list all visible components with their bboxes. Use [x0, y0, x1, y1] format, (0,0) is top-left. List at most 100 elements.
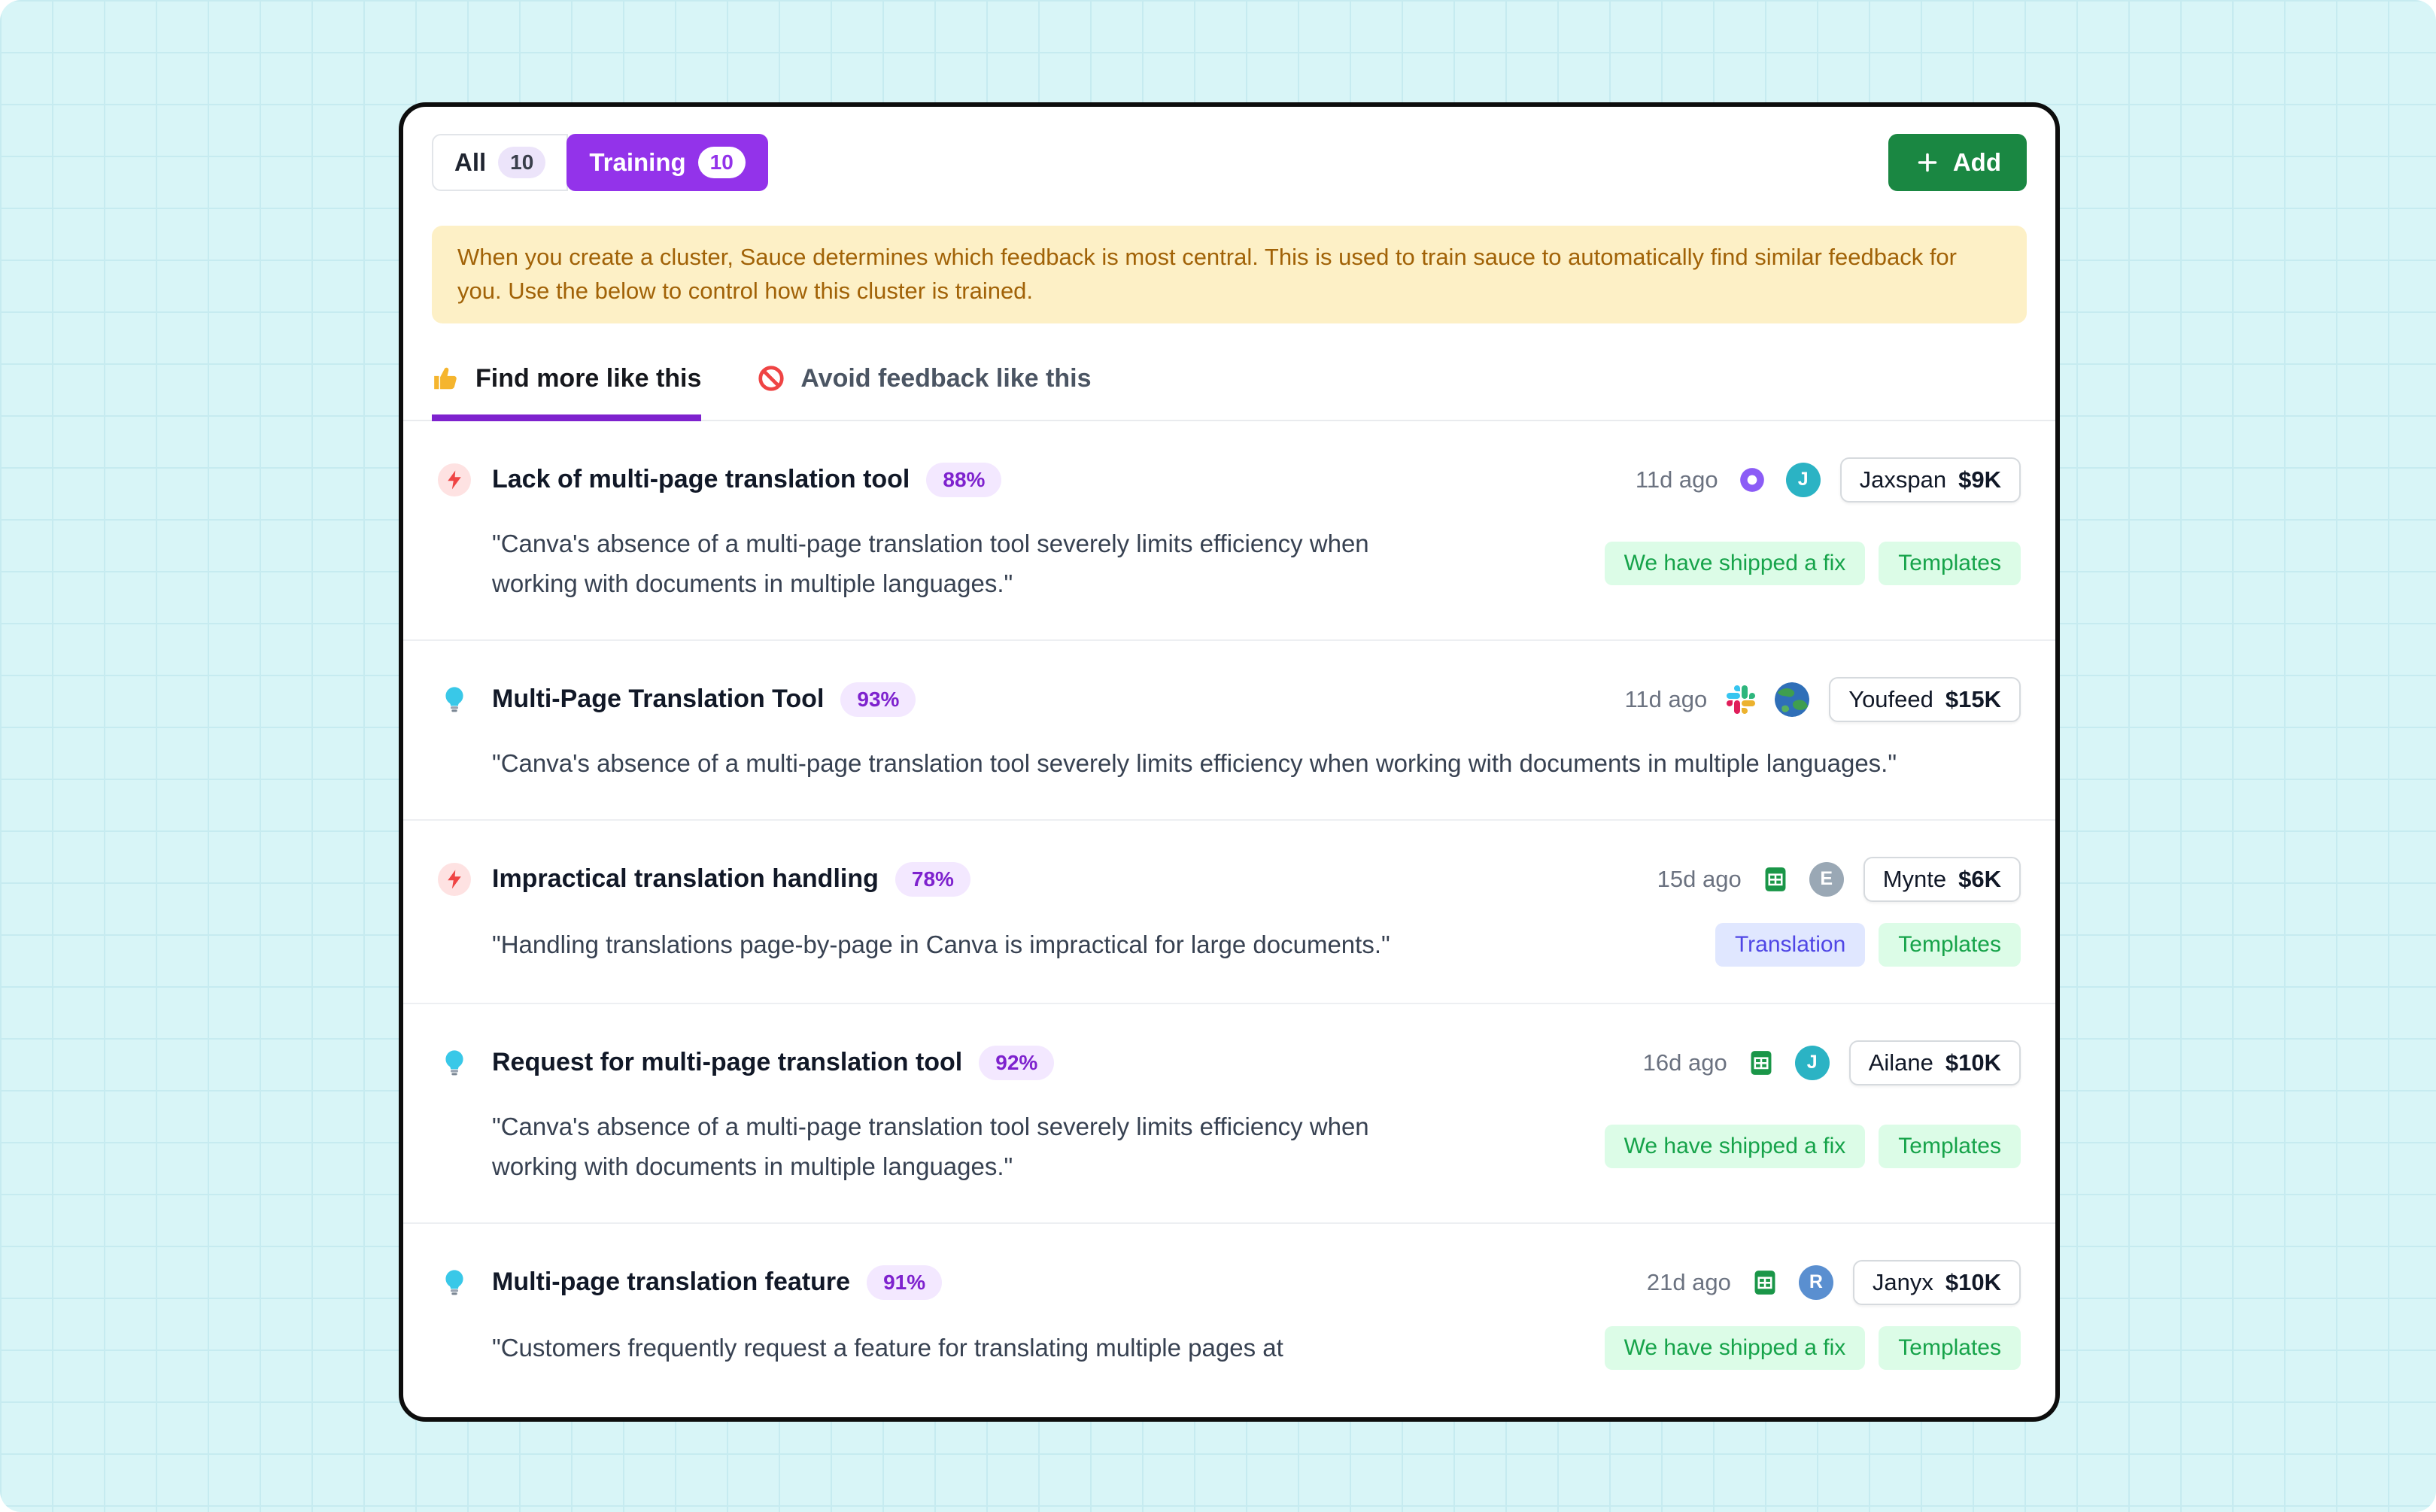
- tag[interactable]: Templates: [1879, 1124, 2021, 1168]
- company-name: Janyx: [1872, 1268, 1933, 1295]
- feedback-quote: "Customers frequently request a feature …: [492, 1334, 1283, 1362]
- panel-header: All 10 Training 10 Add: [403, 107, 2055, 191]
- feedback-row[interactable]: Lack of multi-page translation tool 88% …: [403, 421, 2055, 639]
- match-percent-badge: 91%: [867, 1265, 943, 1300]
- tag[interactable]: Translation: [1715, 922, 1866, 967]
- feedback-row[interactable]: Multi-Page Translation Tool 93% 11d ago …: [403, 639, 2055, 819]
- row-header: Request for multi-page translation tool …: [438, 1040, 2021, 1085]
- lightbulb-icon: [438, 1046, 471, 1079]
- company-name: Mynte: [1882, 865, 1947, 892]
- feedback-list: Lack of multi-page translation tool 88% …: [403, 421, 2055, 1406]
- tag-list: We have shipped a fix Templates: [1582, 1124, 2021, 1168]
- row-header: Lack of multi-page translation tool 88% …: [438, 457, 2021, 502]
- view-tabs: All 10 Training 10: [432, 134, 768, 191]
- tag-list: We have shipped a fix Templates: [1582, 1325, 2021, 1370]
- sheets-icon: [1761, 865, 1790, 894]
- row-body: "Handling translations page-by-page in C…: [438, 922, 2021, 967]
- lightning-icon: [438, 463, 471, 496]
- time-ago: 11d ago: [1624, 685, 1708, 712]
- tag-list: Translation Templates: [1693, 922, 2021, 967]
- info-banner: When you create a cluster, Sauce determi…: [432, 226, 2027, 323]
- company-value: $10K: [1945, 1049, 2001, 1076]
- tag-list: We have shipped a fix Templates: [1582, 541, 2021, 585]
- match-percent-badge: 92%: [979, 1045, 1055, 1080]
- time-ago: 15d ago: [1657, 865, 1742, 892]
- sheets-icon: [1751, 1268, 1779, 1297]
- avatar: J: [1794, 1045, 1830, 1080]
- feedback-quote: "Canva's absence of a multi-page transla…: [492, 529, 1369, 597]
- earth-avatar: [1775, 682, 1810, 717]
- row-body: "Canva's absence of a multi-page transla…: [438, 524, 2021, 603]
- tag[interactable]: Templates: [1879, 541, 2021, 585]
- row-meta: 21d ago R Janyx $10K: [1646, 1259, 2021, 1305]
- tag[interactable]: We have shipped a fix: [1604, 1124, 1866, 1168]
- thumbs-up-icon: [434, 368, 457, 390]
- company-value: $9K: [1958, 466, 2001, 493]
- company-value: $6K: [1958, 865, 2001, 892]
- no-entry-icon: [758, 366, 785, 391]
- row-meta: 16d ago J Ailane $10K: [1643, 1040, 2021, 1085]
- time-ago: 21d ago: [1646, 1268, 1731, 1295]
- avatar: R: [1798, 1265, 1833, 1300]
- tag[interactable]: We have shipped a fix: [1604, 541, 1866, 585]
- company-pill[interactable]: Mynte $6K: [1863, 856, 2021, 902]
- sheets-icon: [1747, 1049, 1775, 1077]
- tag[interactable]: Templates: [1879, 922, 2021, 967]
- row-header: Multi-Page Translation Tool 93% 11d ago …: [438, 676, 2021, 722]
- tab-all[interactable]: All 10: [432, 134, 569, 191]
- time-ago: 11d ago: [1635, 466, 1718, 493]
- tab-training-label: Training: [589, 148, 686, 176]
- tab-avoid-label: Avoid feedback like this: [800, 363, 1092, 393]
- add-button[interactable]: Add: [1888, 134, 2027, 191]
- time-ago: 16d ago: [1642, 1049, 1727, 1076]
- tab-avoid-feedback[interactable]: Avoid feedback like this: [757, 364, 1091, 421]
- tag[interactable]: Templates: [1879, 1325, 2021, 1370]
- plus-icon: [1918, 153, 1937, 172]
- tag[interactable]: We have shipped a fix: [1604, 1325, 1866, 1370]
- company-value: $15K: [1945, 685, 2001, 712]
- match-percent-badge: 78%: [895, 861, 970, 897]
- company-pill[interactable]: Jaxspan $9K: [1839, 457, 2021, 502]
- match-percent-badge: 88%: [926, 462, 1002, 497]
- add-button-label: Add: [1952, 148, 2001, 176]
- tab-all-count-badge: 10: [498, 147, 546, 178]
- feedback-title: Multi-page translation feature: [492, 1268, 851, 1297]
- avatar: E: [1809, 861, 1844, 897]
- lightbulb-icon: [438, 1266, 471, 1299]
- feedback-title: Request for multi-page translation tool: [492, 1048, 963, 1077]
- feedback-title: Impractical translation handling: [492, 864, 879, 894]
- company-name: Ailane: [1868, 1049, 1933, 1076]
- row-body: "Canva's absence of a multi-page transla…: [438, 743, 2021, 783]
- company-pill[interactable]: Janyx $10K: [1852, 1259, 2021, 1305]
- feedback-row[interactable]: Request for multi-page translation tool …: [403, 1002, 2055, 1222]
- row-body: "Customers frequently request a feature …: [438, 1325, 2021, 1370]
- tab-all-label: All: [454, 148, 487, 176]
- tab-find-label: Find more like this: [475, 363, 702, 393]
- company-pill[interactable]: Youfeed $15K: [1829, 676, 2021, 722]
- company-value: $10K: [1945, 1268, 2001, 1295]
- match-percent-badge: 93%: [840, 682, 916, 717]
- feedback-title: Multi-Page Translation Tool: [492, 685, 825, 714]
- feedback-quote: "Handling translations page-by-page in C…: [492, 931, 1390, 959]
- cluster-training-panel: All 10 Training 10 Add When you create a…: [399, 102, 2060, 1422]
- training-filter-tabs: Find more like this Avoid feedback like …: [403, 364, 2055, 421]
- row-meta: 11d ago Youfeed $15K: [1624, 676, 2021, 722]
- feedback-row[interactable]: Impractical translation handling 78% 15d…: [403, 818, 2055, 1003]
- company-name: Youfeed: [1848, 685, 1933, 712]
- slack-icon: [1727, 685, 1756, 714]
- feedback-quote: "Canva's absence of a multi-page transla…: [492, 1112, 1369, 1180]
- avatar: J: [1785, 462, 1821, 497]
- row-header: Multi-page translation feature 91% 21d a…: [438, 1259, 2021, 1305]
- row-meta: 11d ago J Jaxspan $9K: [1636, 457, 2021, 502]
- row-header: Impractical translation handling 78% 15d…: [438, 856, 2021, 902]
- feedback-quote: "Canva's absence of a multi-page transla…: [492, 748, 1897, 777]
- feedback-row[interactable]: Multi-page translation feature 91% 21d a…: [403, 1222, 2055, 1406]
- info-banner-text: When you create a cluster, Sauce determi…: [457, 244, 1957, 304]
- company-pill[interactable]: Ailane $10K: [1848, 1040, 2021, 1085]
- tab-find-more-like-this[interactable]: Find more like this: [432, 363, 702, 421]
- lightning-icon: [438, 862, 471, 896]
- company-name: Jaxspan: [1859, 466, 1947, 493]
- row-body: "Canva's absence of a multi-page transla…: [438, 1107, 2021, 1186]
- tab-training[interactable]: Training 10: [566, 134, 768, 191]
